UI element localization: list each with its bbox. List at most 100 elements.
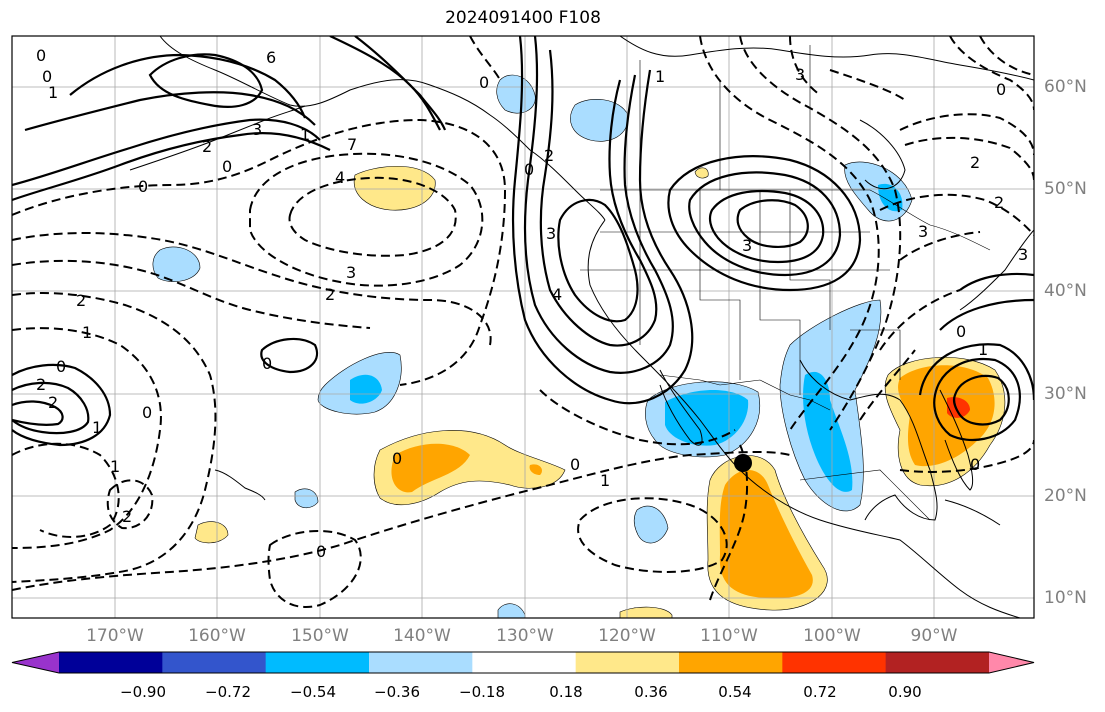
- contour-label: 3: [546, 224, 556, 243]
- contour-label: 0: [524, 160, 534, 179]
- contour-label: 7: [347, 135, 357, 154]
- colorbar-segment: [369, 652, 473, 673]
- lon-label: 170°W: [86, 626, 144, 646]
- contour-solid: [511, 36, 694, 405]
- contour-solid: [12, 132, 331, 202]
- negative-anomaly-region: [496, 74, 536, 114]
- lat-label: 50°N: [1044, 179, 1087, 199]
- contour-label: 1: [978, 340, 988, 359]
- colorbar-tick-label: 0.90: [888, 683, 922, 701]
- contour-label: 0: [36, 46, 46, 65]
- state-line: [789, 190, 831, 330]
- contour-dashed: [789, 36, 821, 96]
- colorbar-tick-label: 0.36: [634, 683, 668, 701]
- contour-dashed: [739, 36, 902, 431]
- contour-dashed: [106, 479, 154, 530]
- contour-solid: [523, 36, 674, 374]
- contour-dashed: [539, 389, 736, 446]
- colorbar-segment: [782, 652, 887, 673]
- contour-dashed: [469, 36, 501, 81]
- contour-label: 4: [552, 285, 562, 304]
- contour-label: 4: [335, 168, 345, 187]
- contour-solid: [148, 53, 264, 108]
- contour-label: 1: [82, 323, 92, 342]
- contour-dashed: [859, 349, 916, 421]
- contour-dashed: [12, 450, 791, 591]
- colorbar-tick-label: −0.54: [290, 683, 336, 701]
- state-line: [699, 190, 741, 380]
- lat-label: 30°N: [1044, 384, 1087, 404]
- contour-dashed: [899, 113, 1034, 156]
- colorbar-segment: [162, 652, 267, 673]
- contour-label: 2: [994, 193, 1004, 212]
- state-line: [759, 190, 801, 395]
- lat-label: 10°N: [1044, 588, 1087, 608]
- positive-anomaly-region: [194, 521, 229, 544]
- contour-label: 2: [76, 291, 86, 310]
- lon-label: 100°W: [803, 626, 861, 646]
- contour-dashed: [288, 176, 457, 257]
- coastlines: [129, 36, 1034, 618]
- contour-dashed: [979, 36, 1034, 76]
- negative-anomaly-region: [570, 99, 629, 142]
- contour-dashed: [12, 442, 120, 538]
- positive-anomaly-region: [694, 167, 709, 179]
- map-background: [12, 36, 1034, 618]
- contour-dashed: [879, 289, 961, 351]
- contour-label: 0: [970, 455, 980, 474]
- hudson-bay: [859, 119, 906, 190]
- negative-anomaly-region: [878, 183, 903, 212]
- positive-anomaly-region: [719, 470, 813, 599]
- negative-anomaly-region: [294, 488, 319, 509]
- colorbar: [11, 651, 1035, 674]
- colorbar-tick-label: 0.18: [549, 683, 583, 701]
- contour-label: 0: [222, 157, 232, 176]
- contour-solid: [24, 91, 316, 132]
- contour-dashed: [12, 327, 162, 549]
- hawaii-islands: [214, 469, 266, 501]
- lat-label: 20°N: [1044, 486, 1087, 506]
- contour-label: 1: [300, 125, 310, 144]
- state-line: [850, 329, 901, 380]
- positive-anomaly-region: [391, 443, 470, 493]
- lon-label: 160°W: [188, 626, 246, 646]
- negative-anomaly-region: [497, 603, 526, 618]
- lon-label: 110°W: [700, 626, 758, 646]
- contour-label: 1: [48, 83, 58, 102]
- contour-dashed: [12, 259, 371, 329]
- contour-label: 0: [56, 357, 66, 376]
- contour-dashed: [879, 193, 1034, 236]
- colorbar-segment: [265, 652, 370, 673]
- contour-solid: [959, 272, 1034, 291]
- contour-solid: [12, 118, 321, 187]
- contour-dashed: [904, 136, 1034, 181]
- cuba: [944, 499, 1001, 526]
- colorbar-tick-label: 0.54: [718, 683, 752, 701]
- contour-label: 1: [110, 457, 120, 476]
- negative-contours: [12, 36, 1034, 608]
- contour-solid: [557, 198, 639, 323]
- contour-label: 2: [970, 153, 980, 172]
- gulf-coast: [799, 359, 938, 521]
- contour-label: 2: [122, 507, 132, 526]
- lon-label: 130°W: [496, 626, 554, 646]
- contour-label: 3: [346, 263, 356, 282]
- contour-dashed: [12, 118, 507, 386]
- contour-dashed: [829, 69, 906, 101]
- contour-solid: [260, 337, 318, 374]
- negative-anomaly-region: [350, 374, 382, 404]
- contour-label: 3: [1018, 245, 1028, 264]
- aleutian-islands: [129, 105, 306, 171]
- positive-anomaly-region: [353, 165, 436, 211]
- colorbar-tick-label: 0.72: [803, 683, 837, 701]
- contour-dashed: [249, 152, 484, 287]
- colorbar-segment: [885, 652, 990, 673]
- contour-label: 0: [392, 449, 402, 468]
- contour-solid: [688, 171, 842, 277]
- map-frame: [11, 35, 1035, 619]
- contour-label: 0: [996, 80, 1006, 99]
- contour-label: 1: [600, 471, 610, 490]
- contour-label: 1: [92, 418, 102, 437]
- contour-solid: [708, 189, 825, 264]
- negative-anomaly-region: [152, 246, 201, 282]
